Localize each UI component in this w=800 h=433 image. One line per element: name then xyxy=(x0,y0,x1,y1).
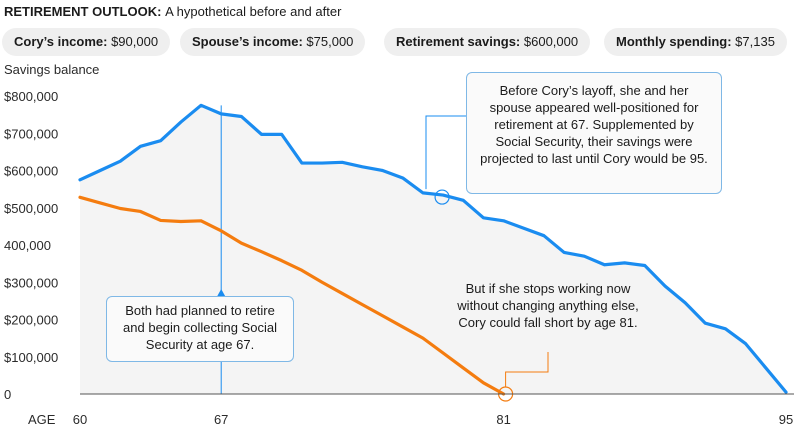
pill-spouse-income: Spouse’s income: $75,000 xyxy=(180,28,366,56)
pill-value: $75,000 xyxy=(306,34,354,49)
series-after-line xyxy=(78,195,506,396)
pill-value: $90,000 xyxy=(111,34,159,49)
pill-monthly-spending: Monthly spending: $7,135 xyxy=(604,28,787,56)
y-axis-title: Savings balance xyxy=(4,62,100,77)
y-tick-label: 0 xyxy=(4,387,11,402)
pill-label: Cory’s income: xyxy=(14,34,108,49)
pill-label: Monthly spending: xyxy=(616,34,732,49)
chart-title: RETIREMENT OUTLOOK: A hypothetical befor… xyxy=(4,4,341,19)
pill-label: Retirement savings: xyxy=(396,34,521,49)
y-tick-label: $300,000 xyxy=(4,275,58,290)
y-tick-label: $600,000 xyxy=(4,164,58,179)
after-leader xyxy=(505,352,549,387)
y-tick-label: 400,000 xyxy=(4,238,51,253)
y-tick-label: $800,000 xyxy=(4,89,58,104)
pill-cory-income: Cory’s income: $90,000 xyxy=(2,28,171,56)
pill-value: $7,135 xyxy=(735,34,775,49)
x-tick-label: 67 xyxy=(214,412,228,427)
retire-age-arrow xyxy=(216,289,227,298)
y-tick-label: $500,000 xyxy=(4,201,58,216)
before-leader xyxy=(425,115,466,190)
series-before-line xyxy=(78,103,788,394)
callout-planned: Both had planned to retire and begin col… xyxy=(106,296,294,362)
title-bold: RETIREMENT OUTLOOK: xyxy=(4,4,162,19)
y-tick-label: $200,000 xyxy=(4,313,58,328)
x-tick-label: 81 xyxy=(496,412,510,427)
pill-value: $600,000 xyxy=(523,34,579,49)
x-tick-label: 95 xyxy=(779,412,793,427)
x-axis-title: AGE xyxy=(28,412,56,427)
y-tick-label: $100,000 xyxy=(4,350,58,365)
title-rest: A hypothetical before and after xyxy=(165,4,342,19)
callout-before: Before Cory’s layoff, she and her spouse… xyxy=(466,72,722,194)
y-tick-label: $700,000 xyxy=(4,126,58,141)
note-after: But if she stops working now without cha… xyxy=(457,281,639,330)
pill-retirement-savings: Retirement savings: $600,000 xyxy=(384,28,591,56)
pill-label: Spouse’s income: xyxy=(192,34,303,49)
x-tick-label: 60 xyxy=(73,412,87,427)
